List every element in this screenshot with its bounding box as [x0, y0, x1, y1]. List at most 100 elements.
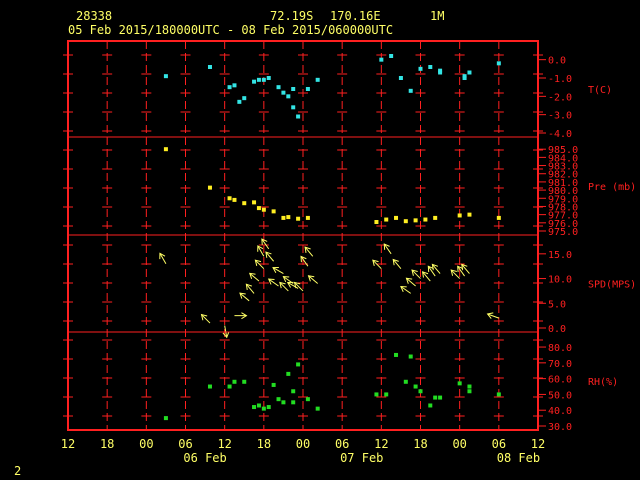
wind-arrow	[265, 251, 275, 262]
rh-point	[227, 384, 232, 389]
rh-point	[428, 403, 433, 408]
y-tick-label: 70.0	[548, 359, 572, 370]
wind-arrow	[239, 292, 250, 302]
x-date-label: 07 Feb	[340, 451, 383, 465]
wind-arrow-head	[307, 275, 315, 282]
wind-arrow	[431, 263, 441, 274]
time-range: 05 Feb 2015/180000UTC - 08 Feb 2015/0600…	[68, 23, 394, 37]
wind-arrow-shaft	[308, 275, 319, 284]
wind-arrow-head	[282, 276, 290, 283]
wind-arrow-head	[257, 245, 264, 252]
y-tick-label: 30.0	[548, 422, 572, 433]
wind-arrow-head	[245, 283, 253, 291]
pressure-point	[423, 217, 428, 222]
wind-arrow-head	[239, 292, 246, 299]
rh-point	[276, 397, 281, 402]
wind-arrow-shaft	[304, 246, 314, 257]
x-tick-label: 06	[492, 437, 506, 451]
rh-point	[232, 379, 237, 384]
rh-point	[467, 389, 472, 394]
y-tick-label: 40.0	[548, 406, 572, 417]
y-tick-label: -2.0	[548, 92, 572, 103]
temperature-point	[232, 83, 237, 88]
wind-arrow-shaft	[427, 265, 436, 277]
wind-arrow-shaft	[272, 267, 284, 275]
wind-arrow-head	[286, 281, 294, 288]
y-tick-label: 50.0	[548, 390, 572, 401]
panel-label: Pre (mb)	[588, 182, 636, 193]
rh-point	[242, 379, 247, 384]
y-tick-label: 978.0	[548, 202, 578, 213]
x-tick-label: 00	[452, 437, 466, 451]
pressure-point	[467, 212, 472, 217]
wind-arrow-shaft	[431, 264, 441, 274]
pressure-point	[433, 215, 438, 220]
wind-arrow-head	[304, 246, 311, 253]
wind-arrow-head	[431, 263, 439, 271]
wind-arrow-head	[383, 243, 390, 250]
station-id: 28338	[76, 9, 113, 23]
temperature-point	[266, 76, 271, 80]
temperature-point	[462, 74, 467, 79]
x-tick-label: 06	[178, 437, 192, 451]
y-tick-label: 981.0	[548, 178, 578, 189]
pressure-point	[242, 201, 247, 206]
wind-arrow-shaft	[461, 264, 470, 274]
temperature-point	[496, 61, 501, 66]
panel-label: SPD(MPS)	[588, 280, 636, 291]
y-tick-label: 977.0	[548, 211, 578, 222]
panel-label: RH(%)	[588, 377, 618, 388]
temperature-point	[291, 105, 296, 110]
wind-arrow	[286, 281, 299, 289]
pressure-point	[384, 217, 389, 222]
rh-point	[286, 371, 291, 376]
rh-point	[457, 381, 462, 386]
pressure-point	[296, 216, 301, 221]
pressure-point	[232, 197, 237, 202]
wind-arrow-shaft	[257, 245, 265, 257]
wind-arrow-head	[254, 259, 262, 266]
wind-arrow	[234, 312, 248, 320]
wind-arrow-head	[457, 265, 464, 273]
wind-arrow-shaft	[392, 259, 402, 269]
panel-label: T(C)	[588, 85, 612, 96]
y-tick-label: 0.0	[548, 56, 566, 67]
temperature-point	[389, 54, 394, 58]
x-date-label: 06 Feb	[183, 451, 226, 465]
wind-arrow-head	[411, 269, 418, 276]
rh-point	[433, 395, 438, 400]
interval: 1M	[430, 9, 445, 23]
rh-point	[438, 395, 443, 400]
wind-arrow-shaft	[400, 286, 411, 294]
wind-arrow-head	[279, 281, 286, 289]
y-tick-label: 60.0	[548, 375, 572, 386]
wind-arrow-head	[272, 267, 279, 273]
wind-arrow-head	[261, 238, 268, 245]
temperature-point	[256, 77, 261, 82]
y-tick-label: -3.0	[548, 111, 572, 122]
wind-arrow	[405, 277, 416, 287]
temperature-point	[438, 70, 443, 75]
wind-arrow	[457, 265, 465, 277]
temperature-point	[398, 76, 403, 80]
x-tick-label: 18	[413, 437, 427, 451]
y-tick-label: 980.0	[548, 186, 578, 197]
wind-arrow-shaft	[249, 272, 260, 282]
y-tick-label: -4.0	[548, 129, 572, 140]
pressure-point	[394, 215, 399, 220]
wind-arrow-head	[392, 258, 399, 266]
wind-arrow-shaft	[411, 269, 421, 279]
pressure-point	[305, 215, 310, 220]
wind-arrow	[307, 275, 319, 284]
pressure-point	[227, 196, 232, 201]
rh-point	[252, 405, 257, 410]
wind-arrow-shaft	[383, 243, 392, 255]
wind-arrow-shaft	[450, 269, 461, 279]
temperature-point	[163, 74, 168, 79]
temperature-point	[207, 65, 212, 69]
wind-arrow	[261, 238, 270, 250]
y-tick-label: 80.0	[548, 343, 572, 354]
wind-arrow	[300, 255, 309, 267]
wind-arrow	[257, 245, 265, 257]
wind-arrow-head	[241, 312, 248, 320]
